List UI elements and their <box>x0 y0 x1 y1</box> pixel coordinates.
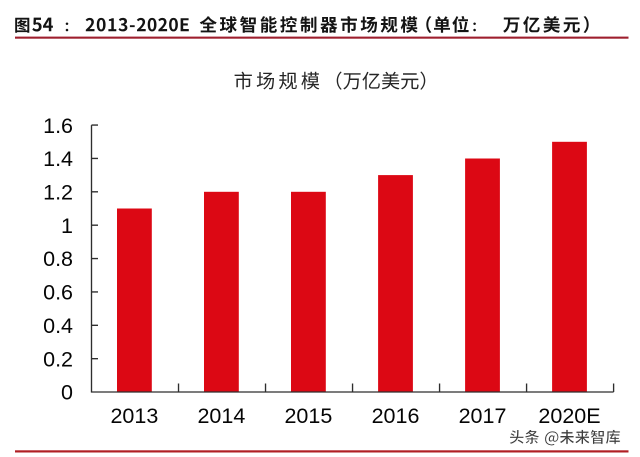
svg-text:1: 1 <box>61 214 73 238</box>
svg-text:1.4: 1.4 <box>43 147 73 171</box>
svg-text:0.4: 0.4 <box>43 314 73 338</box>
svg-text:2015: 2015 <box>284 404 332 428</box>
svg-text:2014: 2014 <box>197 404 245 428</box>
svg-text:2020E: 2020E <box>538 404 600 428</box>
svg-text:2016: 2016 <box>372 404 420 428</box>
svg-text:0.2: 0.2 <box>43 347 73 371</box>
svg-text:0: 0 <box>61 381 73 405</box>
svg-text:2017: 2017 <box>459 404 507 428</box>
svg-text:1.6: 1.6 <box>43 114 73 138</box>
svg-text:1.2: 1.2 <box>43 181 73 205</box>
svg-text:0.6: 0.6 <box>43 281 73 305</box>
svg-text:2013: 2013 <box>110 404 158 428</box>
svg-text:0.8: 0.8 <box>43 247 73 271</box>
